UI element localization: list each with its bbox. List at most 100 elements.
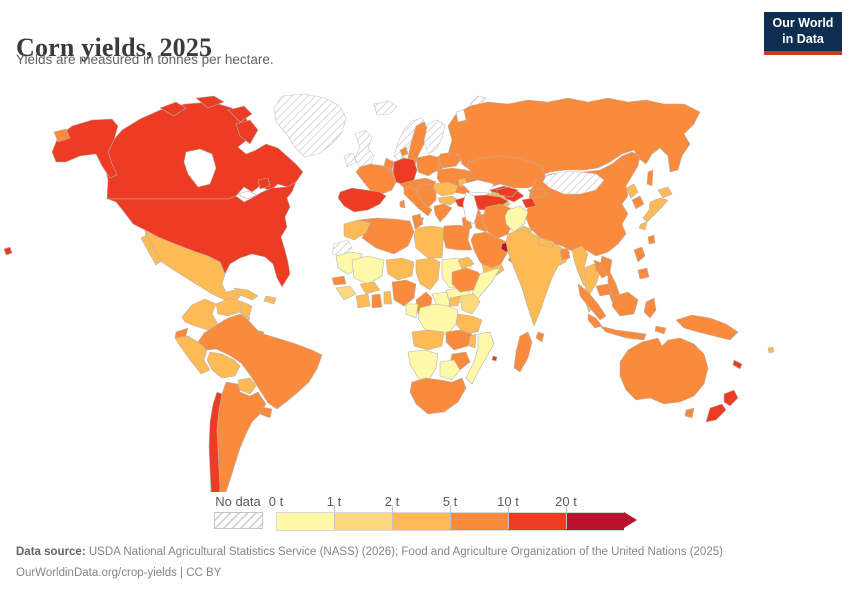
region-sri-lanka[interactable] — [535, 331, 545, 343]
region-algeria[interactable] — [357, 217, 415, 255]
region-madagascar[interactable] — [513, 331, 533, 373]
region-caucasus[interactable] — [495, 186, 519, 198]
region-new-zealand-south[interactable] — [705, 403, 727, 423]
region-new-zealand-north[interactable] — [723, 389, 739, 407]
region-canada-arctic-1[interactable] — [159, 101, 187, 117]
region-timor[interactable] — [654, 325, 667, 335]
region-guyanas[interactable] — [239, 301, 253, 321]
region-fiji[interactable] — [767, 346, 775, 354]
region-chile[interactable] — [208, 391, 226, 492]
region-senegal[interactable] — [331, 275, 347, 286]
region-sardinia[interactable] — [399, 199, 406, 209]
region-sulawesi[interactable] — [643, 297, 657, 319]
region-western-sahara[interactable] — [331, 239, 353, 257]
region-kenya[interactable] — [459, 293, 481, 315]
region-drc[interactable] — [417, 303, 459, 337]
region-taiwan[interactable] — [647, 234, 656, 245]
region-benin-togo[interactable] — [383, 290, 393, 305]
region-united-kingdom[interactable] — [354, 129, 375, 169]
region-sakhalin[interactable] — [646, 169, 654, 187]
region-mozambique[interactable] — [465, 331, 495, 385]
region-somalia[interactable] — [471, 267, 501, 305]
region-borneo[interactable] — [611, 291, 639, 317]
region-venezuela[interactable] — [215, 297, 244, 317]
region-mindanao[interactable] — [637, 267, 650, 280]
region-egypt[interactable] — [442, 224, 473, 251]
region-nigeria[interactable] — [391, 279, 417, 307]
legend-segment-1-2[interactable] — [334, 512, 392, 531]
region-afghanistan[interactable] — [504, 205, 529, 233]
region-australia[interactable] — [619, 337, 709, 405]
region-argentina[interactable] — [216, 381, 267, 492]
region-malawi[interactable] — [468, 333, 477, 349]
region-guinea[interactable] — [335, 285, 357, 301]
legend-segment-2-5[interactable] — [392, 512, 450, 531]
region-uruguay[interactable] — [259, 406, 273, 419]
region-botswana[interactable] — [439, 359, 461, 381]
region-mali[interactable] — [351, 255, 385, 285]
region-greece[interactable] — [433, 203, 453, 223]
legend-segment-10-20[interactable] — [508, 512, 566, 531]
region-sumatra[interactable] — [577, 283, 607, 321]
region-hawaii[interactable] — [3, 246, 13, 256]
region-south-africa[interactable] — [409, 377, 467, 415]
region-tanzania[interactable] — [455, 313, 483, 335]
region-spain-portugal[interactable] — [337, 187, 387, 213]
region-uganda[interactable] — [448, 295, 461, 307]
legend-segment-20+[interactable] — [566, 512, 624, 531]
region-angola[interactable] — [411, 329, 445, 351]
region-poland[interactable] — [415, 154, 441, 177]
region-cuba[interactable] — [233, 287, 259, 301]
region-japan-hokkaido[interactable] — [657, 186, 673, 199]
region-libya[interactable] — [413, 225, 445, 259]
region-kyrgyzstan[interactable] — [527, 187, 549, 199]
region-bulgaria[interactable] — [437, 195, 459, 206]
region-peru[interactable] — [174, 335, 211, 375]
region-morocco[interactable] — [343, 219, 371, 241]
region-chad[interactable] — [415, 257, 441, 291]
region-zambia[interactable] — [445, 329, 473, 351]
region-paraguay[interactable] — [237, 377, 257, 395]
region-denmark[interactable] — [399, 146, 409, 157]
region-luzon[interactable] — [633, 246, 646, 263]
region-eritrea[interactable] — [457, 256, 475, 270]
region-java[interactable] — [599, 325, 647, 341]
no-data-swatch[interactable] — [214, 512, 263, 529]
region-new-guinea[interactable] — [675, 314, 739, 341]
region-baffin-island[interactable] — [235, 119, 259, 145]
region-comoros[interactable] — [491, 355, 498, 362]
region-saudi-arabia[interactable] — [470, 231, 513, 271]
region-italy[interactable] — [403, 185, 433, 217]
region-colombia[interactable] — [181, 298, 219, 331]
region-namibia[interactable] — [407, 349, 439, 383]
region-ghana[interactable] — [371, 293, 383, 309]
region-bangladesh[interactable] — [559, 247, 571, 261]
region-iceland[interactable] — [373, 100, 398, 116]
region-alaska[interactable] — [51, 118, 119, 179]
region-greenland[interactable] — [273, 93, 347, 158]
region-tajikistan[interactable] — [521, 197, 537, 209]
region-cambodia[interactable] — [595, 283, 613, 297]
region-tasmania[interactable] — [684, 407, 695, 419]
region-tunisia[interactable] — [411, 213, 424, 230]
region-france[interactable] — [355, 163, 397, 195]
region-niger[interactable] — [385, 257, 415, 281]
region-burkina-faso[interactable] — [359, 281, 381, 295]
region-baja-california[interactable] — [140, 234, 162, 266]
region-chukotka-west[interactable] — [53, 128, 71, 143]
region-congo-gabon[interactable] — [405, 303, 419, 319]
legend-segment-0-1[interactable] — [276, 512, 335, 531]
region-canada-arctic-2[interactable] — [195, 95, 225, 109]
region-newfoundland[interactable] — [257, 177, 271, 190]
license-line[interactable]: OurWorldinData.org/crop-yields | CC BY — [16, 563, 836, 584]
region-finland[interactable] — [423, 119, 446, 155]
region-ireland[interactable] — [343, 152, 357, 168]
region-japan-kyushu[interactable] — [638, 221, 648, 231]
region-ivory-coast[interactable] — [355, 293, 371, 309]
region-south-korea[interactable] — [631, 195, 645, 210]
region-nepal[interactable] — [537, 237, 555, 249]
legend-segment-5-10[interactable] — [450, 512, 508, 531]
region-canada-arctic-3[interactable] — [227, 105, 253, 123]
region-new-caledonia[interactable] — [732, 359, 743, 370]
region-mongolia[interactable] — [542, 171, 605, 195]
